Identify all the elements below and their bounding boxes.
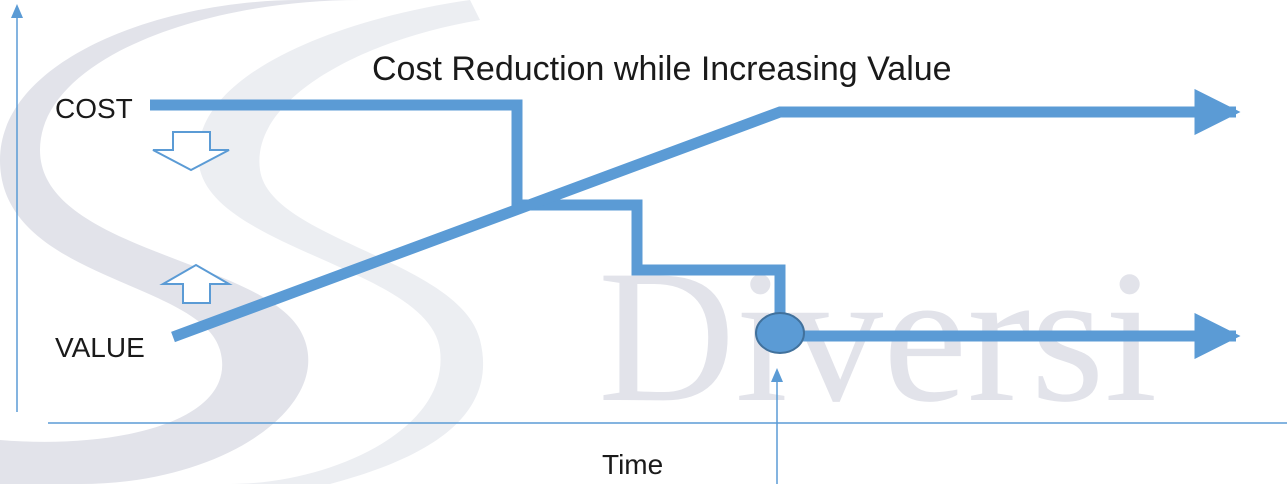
diagram-title: Cost Reduction while Increasing Value <box>372 50 952 88</box>
value-line <box>171 106 1200 343</box>
cost-line <box>150 99 786 332</box>
x-axis-label: Time <box>602 449 663 480</box>
down-arrow-outline-icon <box>152 131 230 172</box>
value-label: VALUE <box>55 332 145 363</box>
watermark-s-shape-inner <box>198 0 484 484</box>
y-axis-arrowhead <box>11 4 23 18</box>
up-arrow-outline-icon <box>159 263 233 304</box>
transition-point <box>755 312 805 354</box>
time-marker-arrowhead <box>771 368 783 382</box>
watermark-s-shape <box>0 0 360 484</box>
cost-label: COST <box>55 93 133 124</box>
